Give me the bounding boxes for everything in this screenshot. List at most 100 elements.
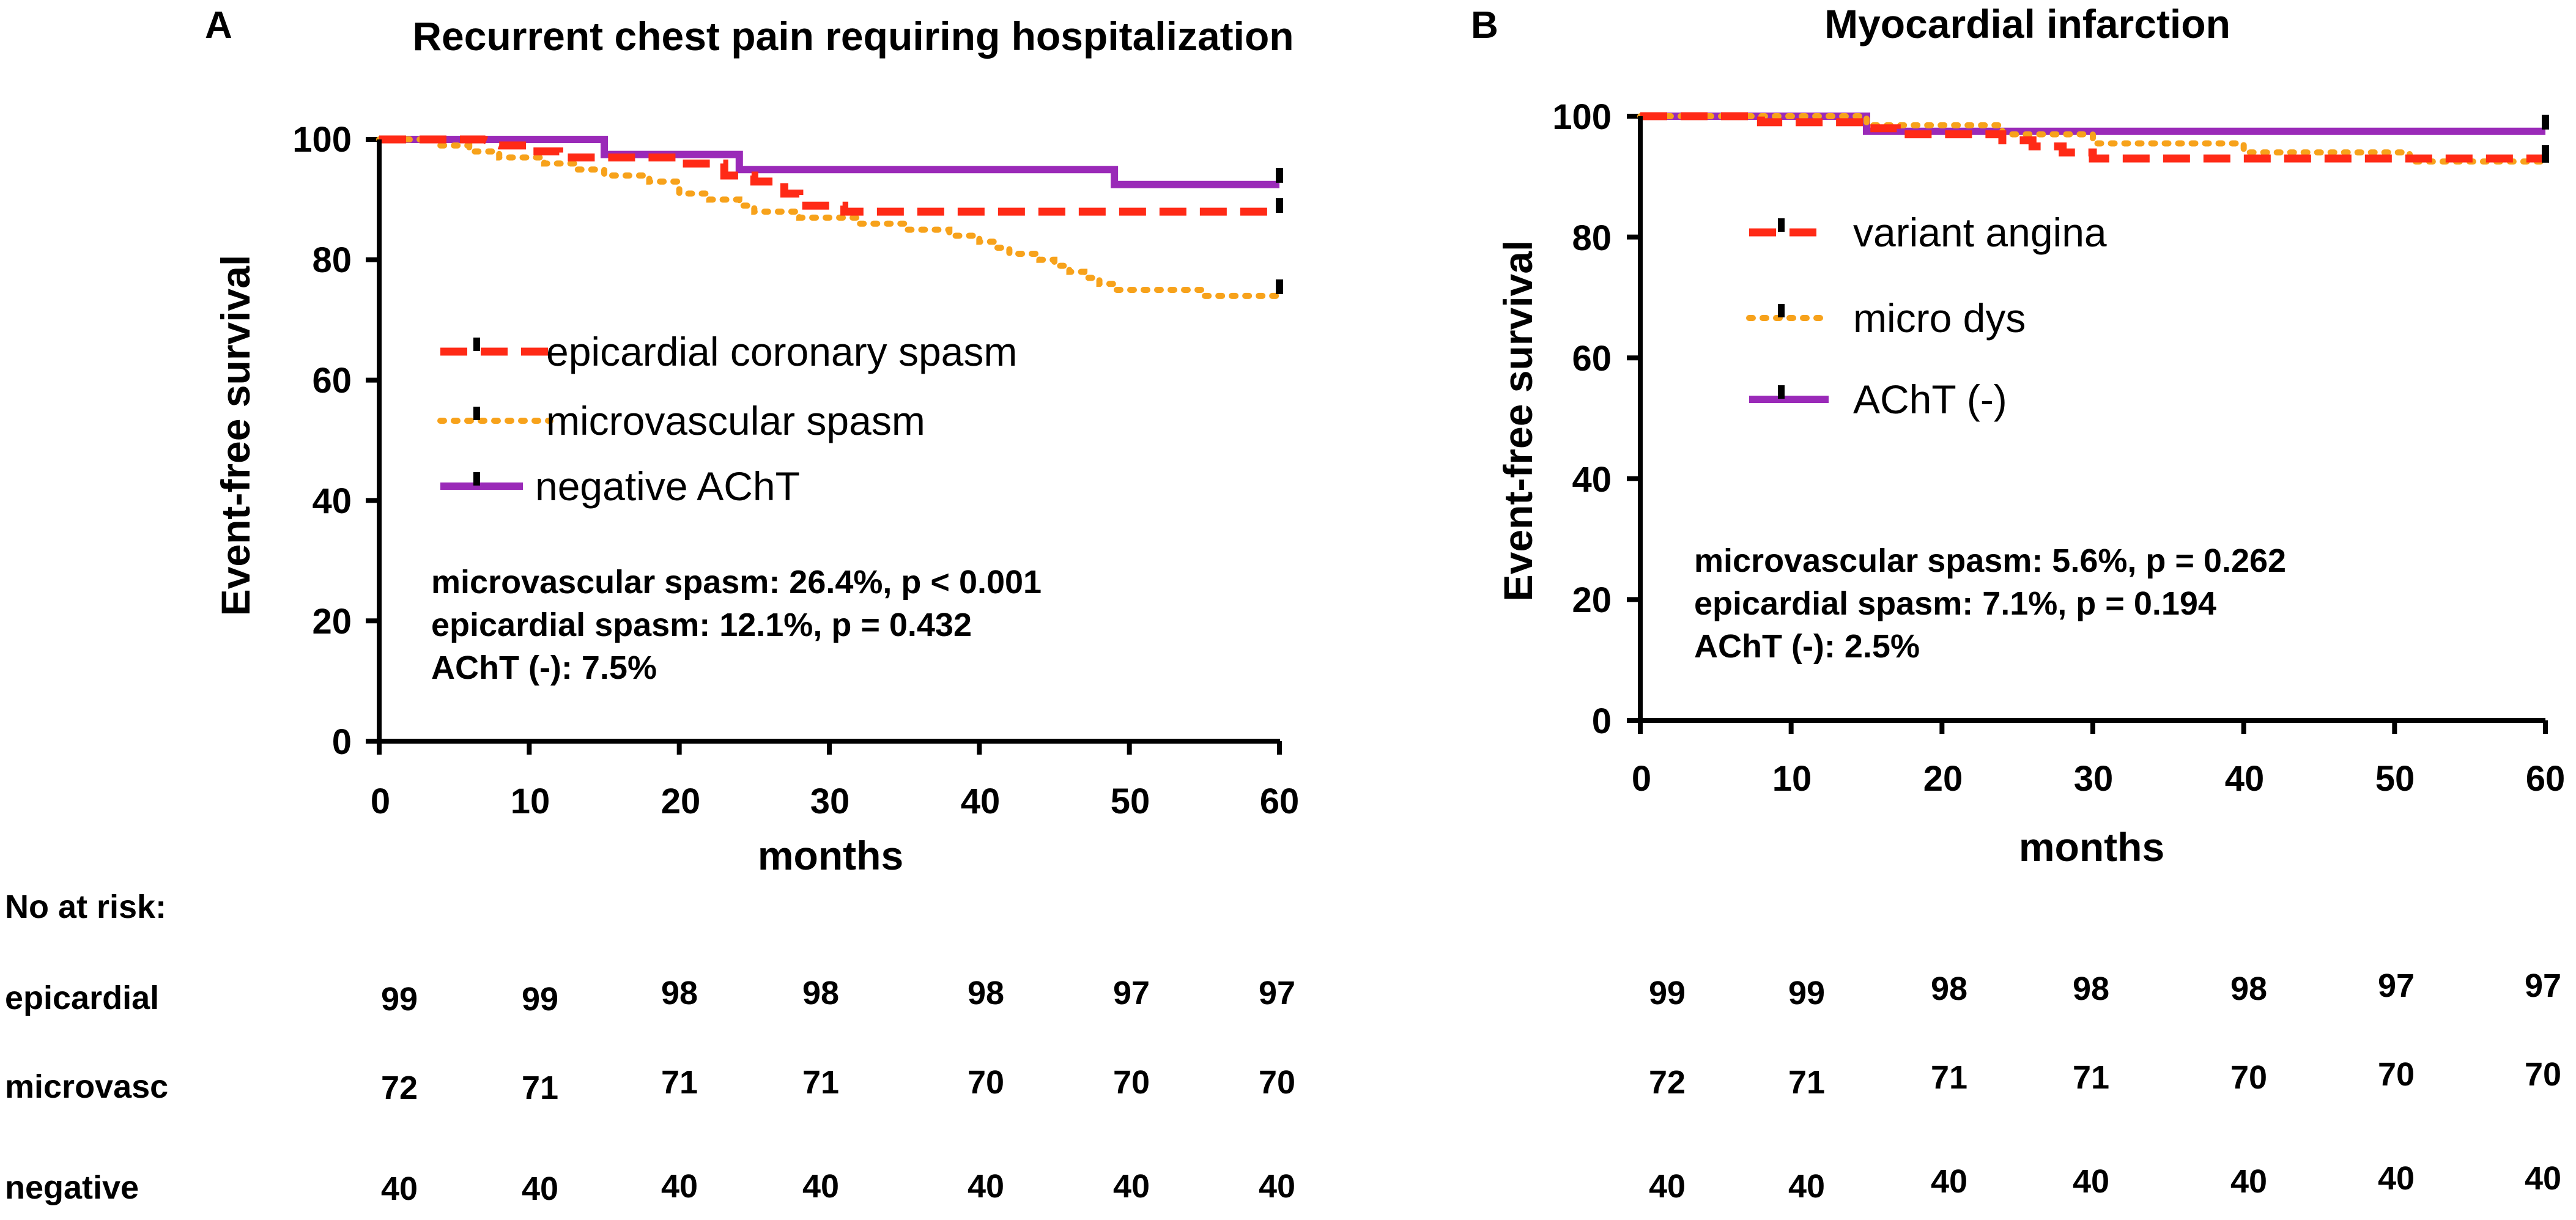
panel-a-y-tick-labels: 0 20 40 60 80 100 [292, 120, 352, 762]
risk-value: 97 [2378, 967, 2415, 1004]
y-tick-label: 100 [1552, 97, 1612, 137]
panel-a-stats: microvascular spasm: 26.4%, p < 0.001 ep… [431, 564, 1042, 686]
risk-value: 40 [1931, 1163, 1967, 1200]
series-line-negative [379, 136, 1279, 188]
risk-value: 40 [1649, 1168, 1686, 1205]
panel-a-series [376, 135, 1282, 299]
y-tick-label: 100 [292, 120, 352, 160]
stats-line: AChT (-): 2.5% [1694, 628, 1920, 665]
legend-censor-mark [1778, 385, 1785, 399]
y-tick-label: 40 [1572, 460, 1612, 500]
x-tick-label: 40 [961, 782, 1001, 821]
panel-a-plot-area [366, 135, 1283, 755]
legend-censor-mark [1778, 218, 1785, 232]
risk-value: 40 [2073, 1163, 2109, 1200]
risk-row-epicardial: epicardial 99 99 98 98 98 97 97 99 99 98… [5, 967, 2561, 1018]
panel-a-x-tick-labels: 0 10 20 30 40 50 60 [371, 782, 1299, 821]
panel-a: A Recurrent chest pain requiring hospita… [205, 4, 1299, 878]
risk-row-label: negative [5, 1169, 139, 1206]
panel-b-stats: microvascular spasm: 5.6%, p = 0.262 epi… [1694, 542, 2286, 665]
risk-value: 40 [2378, 1160, 2415, 1197]
panel-b-plot-area [1627, 112, 2549, 734]
risk-row-label: epicardial [5, 980, 159, 1016]
risk-value: 40 [802, 1168, 839, 1205]
risk-row-microvasc: microvasc 72 71 71 71 70 70 70 72 71 71 … [5, 1056, 2561, 1106]
y-tick-label: 0 [332, 722, 352, 762]
risk-value: 98 [802, 975, 839, 1011]
stats-line: microvascular spasm: 26.4%, p < 0.001 [431, 564, 1042, 601]
risk-value: 98 [2073, 970, 2109, 1007]
x-tick-label: 0 [371, 782, 390, 821]
panel-b: B Myocardial infarction 0 20 40 60 80 10… [1471, 1, 2565, 870]
stats-line: microvascular spasm: 5.6%, p = 0.262 [1694, 542, 2286, 579]
series-line-epicardial [379, 135, 1279, 216]
x-tick-label: 20 [1923, 759, 1963, 799]
risk-value: 70 [2525, 1056, 2561, 1093]
series-line-microvascular [1637, 113, 2548, 165]
legend-label-epicardial: epicardial coronary spasm [546, 329, 1017, 374]
risk-value: 72 [1649, 1064, 1686, 1101]
risk-value: 71 [522, 1070, 558, 1106]
y-tick-label: 20 [312, 602, 352, 641]
risk-value: 71 [2073, 1059, 2109, 1096]
risk-value: 99 [522, 981, 558, 1018]
risk-value: 71 [1788, 1064, 1825, 1101]
panel-a-letter: A [205, 4, 232, 46]
panel-b-axes [1638, 116, 2545, 723]
risk-value: 40 [522, 1170, 558, 1207]
risk-value: 98 [2230, 970, 2267, 1007]
legend-label-negative: AChT (-) [1853, 377, 2007, 422]
risk-value: 70 [1259, 1064, 1295, 1101]
censor-mark-negative [1276, 168, 1283, 183]
risk-value: 40 [2230, 1163, 2267, 1200]
series-line-microvascular [376, 136, 1282, 299]
stats-line: epicardial spasm: 12.1%, p = 0.432 [431, 607, 972, 643]
x-tick-label: 30 [810, 782, 850, 821]
panel-b-x-tick-labels: 0 10 20 30 40 50 60 [1632, 759, 2565, 799]
y-tick-label: 60 [312, 361, 352, 401]
legend-label-negative: negative AChT [535, 464, 800, 509]
panel-b-censor-marks [2542, 114, 2549, 163]
risk-value: 70 [1113, 1064, 1150, 1101]
x-tick-label: 60 [1260, 782, 1300, 821]
panel-a-y-axis-title: Event-free survival [213, 255, 258, 616]
risk-value: 97 [2525, 967, 2561, 1004]
legend-censor-mark [473, 472, 480, 486]
panel-a-legend: epicardial coronary spasm microvascular … [437, 329, 1017, 509]
panel-b-x-axis-title: months [2019, 824, 2164, 870]
legend-label-microvascular: microvascular spasm [546, 398, 925, 443]
x-tick-label: 10 [1772, 759, 1812, 799]
risk-value: 70 [2378, 1056, 2415, 1093]
panel-a-axes [377, 139, 1280, 744]
x-tick-label: 0 [1632, 759, 1651, 799]
x-tick-label: 60 [2526, 759, 2566, 799]
risk-value: 98 [661, 975, 698, 1011]
risk-value: 40 [1113, 1168, 1150, 1205]
y-tick-label: 0 [1592, 701, 1612, 741]
x-tick-label: 30 [2074, 759, 2114, 799]
panel-b-title: Myocardial infarction [1824, 1, 2230, 46]
legend-censor-mark [473, 407, 480, 420]
risk-table-heading: No at risk: [5, 889, 166, 925]
series-line-epicardial [1640, 112, 2545, 163]
censor-mark-microvascular [1276, 279, 1283, 294]
risk-row-label: microvasc [5, 1068, 168, 1105]
panel-a-censor-marks [1276, 168, 1283, 294]
x-tick-label: 50 [1111, 782, 1150, 821]
risk-value: 71 [661, 1064, 698, 1101]
risk-value: 99 [1649, 975, 1686, 1011]
risk-row-negative: negative 40 40 40 40 40 40 40 40 40 40 4… [5, 1160, 2561, 1207]
legend-censor-mark [1778, 304, 1785, 317]
risk-value: 40 [2525, 1160, 2561, 1197]
legend-label-microvascular: micro dys [1853, 295, 2026, 341]
risk-value: 71 [802, 1064, 839, 1101]
panel-b-letter: B [1471, 4, 1498, 46]
panel-b-legend: variant angina micro dys AChT (-) [1746, 210, 2107, 422]
risk-value: 97 [1259, 975, 1295, 1011]
stats-line: epicardial spasm: 7.1%, p = 0.194 [1694, 585, 2216, 622]
stats-line: AChT (-): 7.5% [431, 649, 657, 686]
censor-mark-epicardial [1276, 198, 1283, 213]
legend-label-epicardial: variant angina [1853, 210, 2107, 255]
risk-value: 40 [381, 1170, 418, 1207]
x-tick-label: 40 [2225, 759, 2265, 799]
